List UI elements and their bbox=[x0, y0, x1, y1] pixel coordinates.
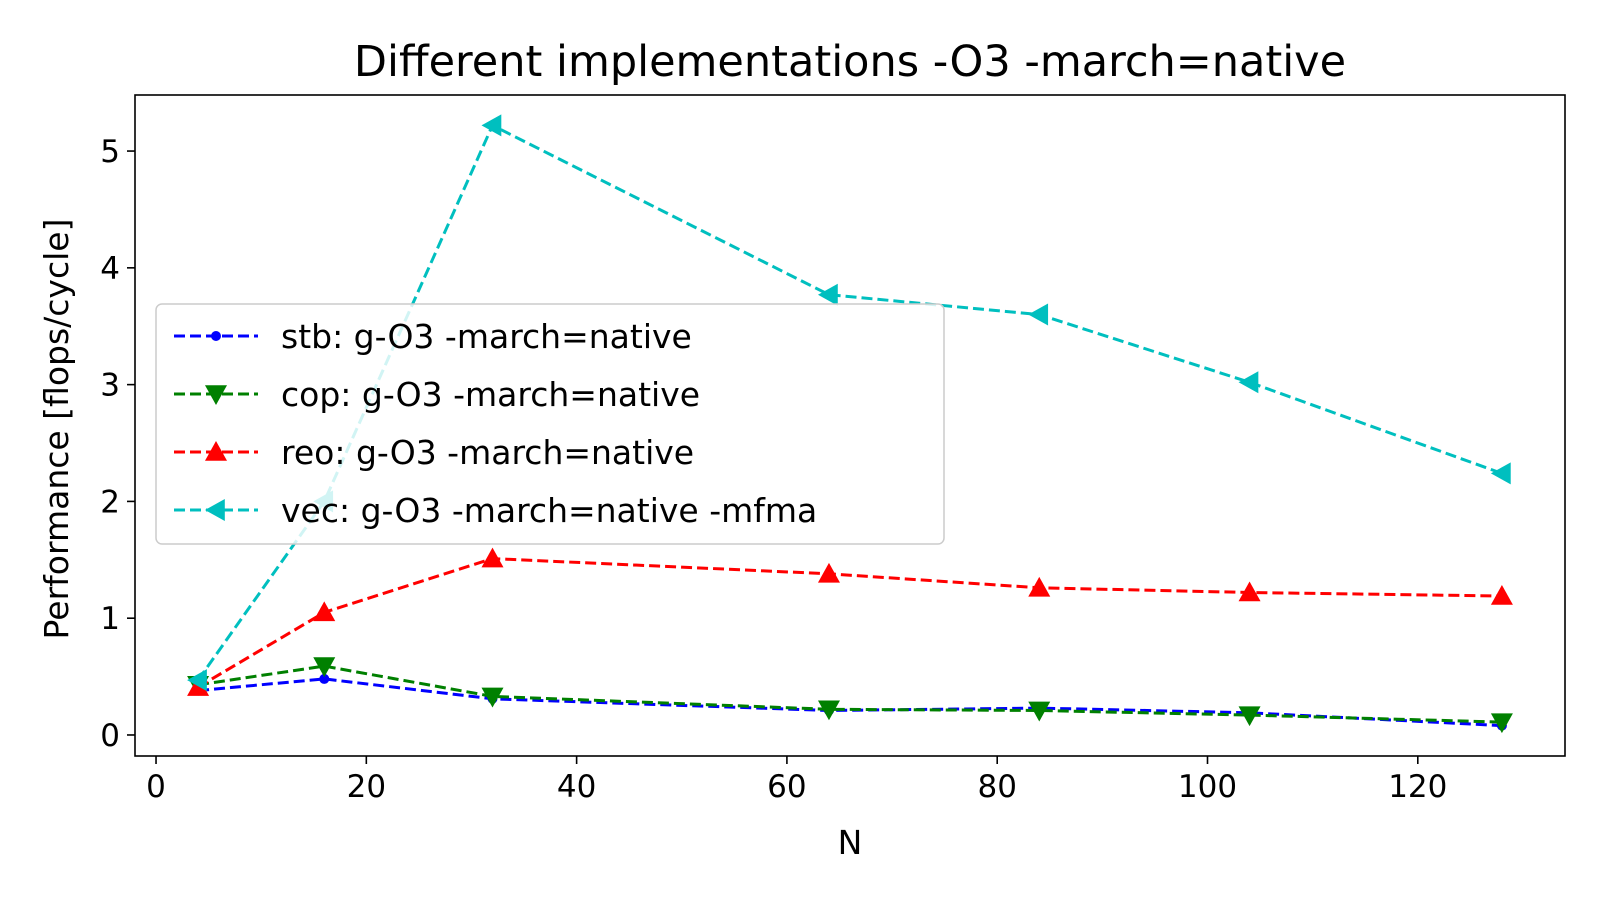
data-point bbox=[1028, 576, 1051, 597]
y-tick-label: 2 bbox=[100, 484, 120, 520]
chart-title: Different implementations -O3 -march=nat… bbox=[354, 37, 1346, 87]
legend-item-1: cop: g-O3 -march=native bbox=[174, 375, 700, 414]
data-point bbox=[1490, 713, 1513, 734]
legend-item-2: reo: g-O3 -march=native bbox=[174, 433, 694, 472]
data-point bbox=[1238, 371, 1259, 394]
legend-item-0: stb: g-O3 -march=native bbox=[174, 317, 692, 356]
data-point bbox=[481, 687, 504, 708]
x-tick-label: 0 bbox=[146, 769, 166, 805]
data-point bbox=[481, 547, 504, 568]
y-tick-label: 4 bbox=[100, 251, 120, 287]
data-point bbox=[1028, 303, 1049, 326]
legend-label: vec: g-O3 -march=native -mfma bbox=[281, 491, 817, 530]
series-1 bbox=[187, 657, 1513, 734]
data-point bbox=[1238, 706, 1261, 727]
x-tick-label: 80 bbox=[977, 769, 1016, 805]
y-tick-label: 1 bbox=[100, 601, 120, 637]
data-point bbox=[187, 669, 207, 692]
legend-marker bbox=[211, 331, 221, 341]
data-point bbox=[817, 562, 840, 583]
legend-label: cop: g-O3 -march=native bbox=[281, 375, 700, 414]
axes: 0 20 40 60 80 100 120 0 1 2 3 4 5 bbox=[100, 94, 1566, 805]
y-tick-label: 3 bbox=[100, 368, 120, 404]
plot-frame bbox=[134, 94, 1566, 757]
legend-label: stb: g-O3 -march=native bbox=[281, 317, 692, 356]
series-line bbox=[197, 557, 1502, 689]
data-point bbox=[313, 657, 336, 678]
series-2 bbox=[187, 547, 1513, 696]
data-point bbox=[481, 114, 502, 137]
series-line bbox=[197, 664, 1502, 724]
x-axis-label: N bbox=[838, 823, 863, 862]
legend-label: reo: g-O3 -march=native bbox=[281, 433, 694, 472]
data-point bbox=[817, 283, 838, 306]
data-point bbox=[1490, 585, 1513, 605]
legend-marker bbox=[205, 441, 227, 461]
series-line bbox=[197, 677, 1502, 728]
y-tick-label: 5 bbox=[100, 134, 120, 170]
x-tick-label: 100 bbox=[1178, 769, 1237, 805]
legend-marker bbox=[205, 385, 227, 405]
data-point bbox=[1028, 701, 1051, 722]
data-point bbox=[1490, 462, 1511, 485]
data-point bbox=[319, 673, 330, 684]
legend-item-3: vec: g-O3 -march=native -mfma bbox=[174, 491, 817, 530]
series-0 bbox=[193, 673, 1507, 731]
legend-marker bbox=[205, 499, 225, 521]
y-tick-label: 0 bbox=[100, 718, 120, 754]
x-tick-label: 40 bbox=[557, 769, 596, 805]
data-point bbox=[1238, 581, 1261, 602]
x-tick-label: 20 bbox=[347, 769, 386, 805]
data-point bbox=[313, 601, 336, 622]
legend: stb: g-O3 -march=native cop: g-O3 -march=… bbox=[155, 303, 945, 545]
x-tick-label: 60 bbox=[767, 769, 806, 805]
x-tick-label: 120 bbox=[1388, 769, 1447, 805]
legend-box bbox=[155, 303, 945, 545]
y-axis-label: Performance [flops/cycle] bbox=[37, 219, 76, 640]
data-point bbox=[817, 700, 840, 721]
